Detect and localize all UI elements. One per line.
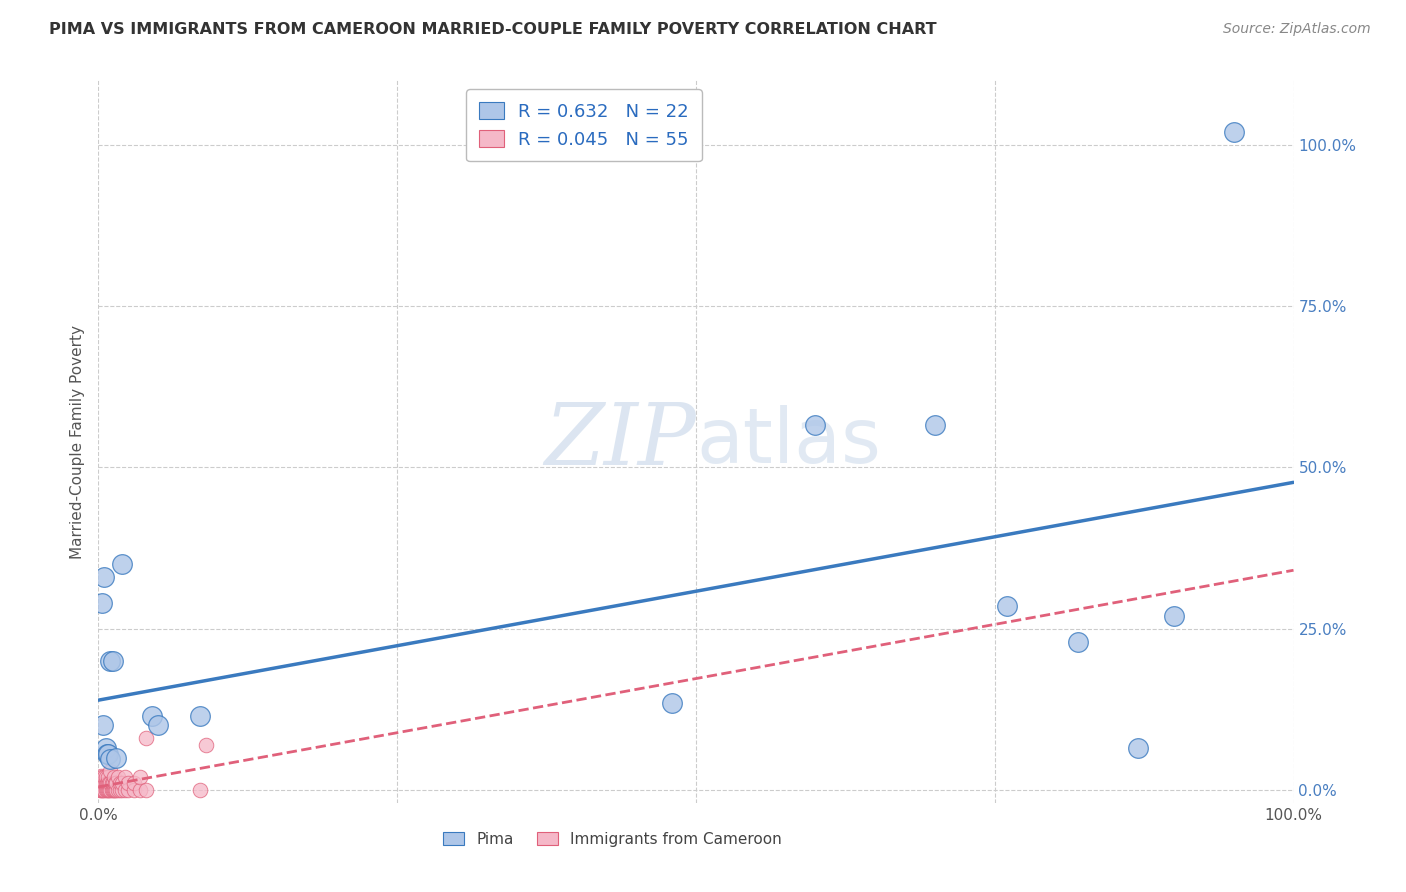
Point: [93, 783, 115, 797]
Point: [91, 770, 114, 784]
Point: [107, 783, 129, 797]
Point: [924, 418, 946, 433]
Y-axis label: Married-Couple Family Poverty: Married-Couple Family Poverty: [70, 325, 86, 558]
Point: [105, 783, 128, 797]
Point: [93, 776, 115, 790]
Point: [111, 783, 134, 797]
Point: [105, 776, 128, 790]
Point: [98, 783, 121, 797]
Point: [108, 776, 131, 790]
Legend: Pima, Immigrants from Cameroon: Pima, Immigrants from Cameroon: [437, 826, 787, 853]
Point: [89, 783, 111, 797]
Point: [90, 769, 112, 783]
Point: [91, 775, 114, 789]
Point: [114, 783, 136, 797]
Text: Source: ZipAtlas.com: Source: ZipAtlas.com: [1223, 22, 1371, 37]
Point: [94, 776, 117, 790]
Point: [97, 783, 120, 797]
Point: [93, 570, 115, 584]
Point: [101, 776, 124, 790]
Point: [91, 718, 114, 732]
Point: [103, 770, 125, 784]
Point: [135, 783, 157, 797]
Point: [89, 776, 111, 790]
Point: [101, 783, 124, 797]
Point: [995, 599, 1018, 613]
Point: [188, 783, 211, 797]
Point: [97, 770, 120, 784]
Point: [90, 783, 112, 797]
Point: [111, 776, 134, 790]
Text: ZIP: ZIP: [544, 401, 696, 483]
Point: [117, 783, 139, 797]
Text: PIMA VS IMMIGRANTS FROM CAMEROON MARRIED-COUPLE FAMILY POVERTY CORRELATION CHART: PIMA VS IMMIGRANTS FROM CAMEROON MARRIED…: [49, 22, 936, 37]
Point: [98, 654, 122, 668]
Point: [195, 738, 218, 752]
Point: [98, 776, 121, 790]
Point: [105, 750, 128, 764]
Point: [1163, 608, 1185, 623]
Point: [94, 783, 117, 797]
Point: [94, 770, 117, 784]
Point: [97, 776, 120, 790]
Point: [101, 654, 124, 668]
Point: [1223, 125, 1246, 139]
Point: [91, 596, 114, 610]
Point: [124, 783, 146, 797]
Point: [148, 718, 170, 732]
Text: atlas: atlas: [696, 405, 880, 478]
Point: [104, 783, 127, 797]
Point: [98, 764, 122, 778]
Point: [90, 775, 112, 789]
Point: [188, 708, 211, 723]
Point: [98, 783, 122, 797]
Point: [114, 770, 136, 784]
Point: [661, 696, 683, 710]
Point: [104, 776, 127, 790]
Point: [129, 783, 152, 797]
Point: [124, 776, 146, 790]
Point: [97, 747, 120, 762]
Point: [135, 731, 157, 746]
Point: [91, 783, 114, 797]
Point: [96, 747, 118, 762]
Point: [141, 708, 163, 723]
Point: [111, 557, 134, 571]
Point: [98, 776, 122, 790]
Point: [93, 770, 115, 784]
Point: [100, 783, 122, 797]
Point: [100, 776, 122, 790]
Point: [129, 770, 152, 784]
Point: [91, 783, 114, 797]
Point: [108, 783, 131, 797]
Point: [1067, 634, 1090, 648]
Point: [96, 783, 118, 797]
Point: [91, 776, 114, 790]
Point: [107, 770, 129, 784]
Point: [117, 776, 139, 790]
Point: [87, 781, 110, 796]
Point: [94, 741, 117, 756]
Point: [1128, 741, 1150, 756]
Point: [103, 783, 125, 797]
Point: [804, 418, 827, 433]
Point: [96, 776, 118, 790]
Point: [98, 752, 122, 766]
